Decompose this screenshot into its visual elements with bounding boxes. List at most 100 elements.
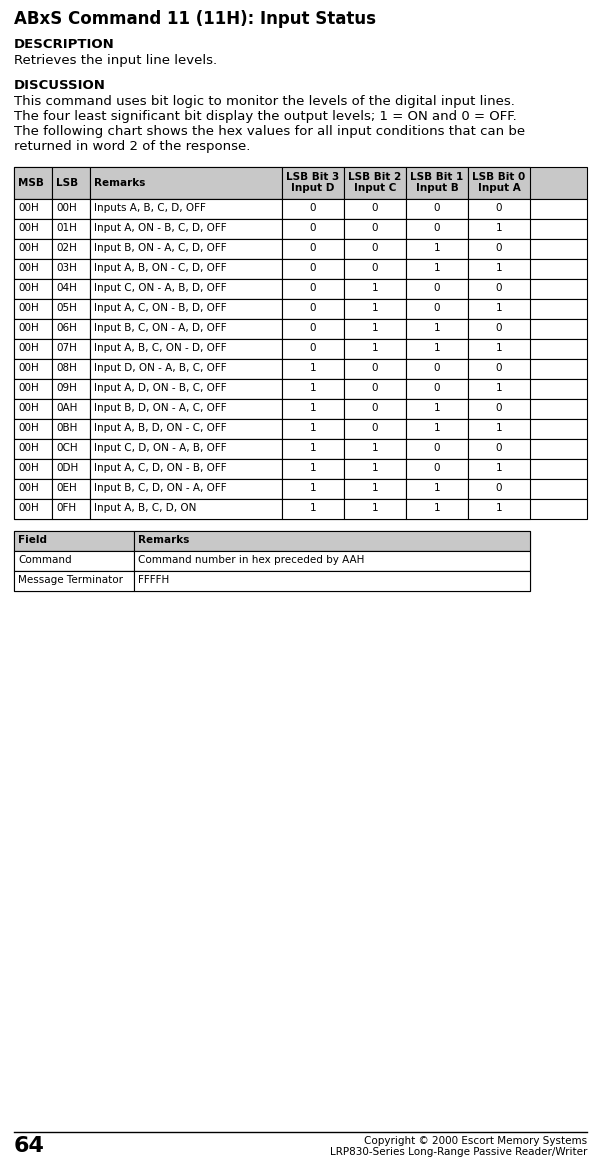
Bar <box>282 199 344 218</box>
Bar <box>468 498 530 519</box>
Bar <box>406 299 468 320</box>
Bar <box>14 419 587 439</box>
Text: 0: 0 <box>496 243 502 253</box>
Bar <box>282 379 344 399</box>
Bar <box>134 531 530 551</box>
Text: 1: 1 <box>496 343 502 353</box>
Bar <box>14 479 52 498</box>
Text: 1: 1 <box>496 423 502 433</box>
Bar <box>90 439 282 459</box>
Bar <box>134 571 530 591</box>
Text: Input A: Input A <box>478 182 520 193</box>
Bar <box>14 439 587 459</box>
Bar <box>52 459 90 479</box>
Bar <box>14 199 52 218</box>
Text: LSB Bit 1: LSB Bit 1 <box>410 172 463 182</box>
Bar <box>14 498 587 519</box>
Bar <box>52 259 90 279</box>
Text: LSB Bit 0: LSB Bit 0 <box>472 172 526 182</box>
Bar <box>468 379 530 399</box>
Bar <box>282 479 344 498</box>
Text: Input B, C, ON - A, D, OFF: Input B, C, ON - A, D, OFF <box>94 323 227 333</box>
Bar <box>344 299 406 320</box>
Text: Input C, D, ON - A, B, OFF: Input C, D, ON - A, B, OFF <box>94 443 227 453</box>
Bar <box>52 299 90 320</box>
Bar <box>406 419 468 439</box>
Bar <box>90 479 282 498</box>
Bar <box>468 479 530 498</box>
Text: 1: 1 <box>310 462 316 473</box>
Text: 0: 0 <box>310 223 316 234</box>
Text: 0: 0 <box>496 403 502 413</box>
Text: DESCRIPTION: DESCRIPTION <box>14 38 115 51</box>
Bar <box>14 299 52 320</box>
Bar <box>14 551 134 571</box>
Text: MSB: MSB <box>18 178 44 188</box>
Text: 00H: 00H <box>18 443 38 453</box>
Bar <box>344 479 406 498</box>
Bar <box>406 359 468 379</box>
Text: Input C: Input C <box>354 182 396 193</box>
Text: 0EH: 0EH <box>56 483 77 493</box>
Text: 1: 1 <box>310 383 316 393</box>
Text: 07H: 07H <box>56 343 77 353</box>
Bar <box>90 239 282 259</box>
Bar <box>14 320 52 339</box>
Bar <box>14 359 587 379</box>
Text: 1: 1 <box>434 243 441 253</box>
Text: Message Terminator: Message Terminator <box>18 575 123 584</box>
Text: 0DH: 0DH <box>56 462 78 473</box>
Text: 1: 1 <box>310 443 316 453</box>
Bar <box>344 399 406 419</box>
Bar <box>468 399 530 419</box>
Text: 00H: 00H <box>18 223 38 234</box>
Bar <box>52 320 90 339</box>
Text: 0: 0 <box>372 363 378 373</box>
Bar <box>90 419 282 439</box>
Text: 0BH: 0BH <box>56 423 78 433</box>
Text: 02H: 02H <box>56 243 77 253</box>
Text: 00H: 00H <box>18 243 38 253</box>
Bar <box>344 498 406 519</box>
Text: FFFFH: FFFFH <box>138 575 169 584</box>
Text: Copyright © 2000 Escort Memory Systems: Copyright © 2000 Escort Memory Systems <box>364 1136 587 1146</box>
Text: 1: 1 <box>434 503 441 512</box>
Bar <box>282 239 344 259</box>
Text: Input D, ON - A, B, C, OFF: Input D, ON - A, B, C, OFF <box>94 363 227 373</box>
Text: Input B, D, ON - A, C, OFF: Input B, D, ON - A, C, OFF <box>94 403 227 413</box>
Text: 0: 0 <box>310 243 316 253</box>
Bar <box>52 399 90 419</box>
Text: Input B: Input B <box>416 182 459 193</box>
Text: Input A, B, C, ON - D, OFF: Input A, B, C, ON - D, OFF <box>94 343 227 353</box>
Bar <box>344 199 406 218</box>
Text: 1: 1 <box>434 423 441 433</box>
Text: 1: 1 <box>310 403 316 413</box>
Text: 1: 1 <box>434 323 441 333</box>
Text: 1: 1 <box>496 263 502 273</box>
Text: 1: 1 <box>434 483 441 493</box>
Text: Input A, D, ON - B, C, OFF: Input A, D, ON - B, C, OFF <box>94 383 227 393</box>
Text: Input A, B, D, ON - C, OFF: Input A, B, D, ON - C, OFF <box>94 423 227 433</box>
Bar <box>14 439 52 459</box>
Text: 0: 0 <box>496 203 502 213</box>
Text: ABxS Command 11 (11H): Input Status: ABxS Command 11 (11H): Input Status <box>14 10 376 28</box>
Bar <box>282 459 344 479</box>
Bar <box>282 419 344 439</box>
Text: 06H: 06H <box>56 323 77 333</box>
Bar <box>14 167 587 199</box>
Text: Remarks: Remarks <box>138 535 189 545</box>
Text: 1: 1 <box>310 483 316 493</box>
Bar <box>52 359 90 379</box>
Bar <box>406 218 468 239</box>
Bar <box>282 359 344 379</box>
Text: The following chart shows the hex values for all input conditions that can be: The following chart shows the hex values… <box>14 125 525 138</box>
Text: 0: 0 <box>372 223 378 234</box>
Text: 1: 1 <box>371 483 378 493</box>
Bar <box>282 339 344 359</box>
Bar <box>282 320 344 339</box>
Bar <box>282 218 344 239</box>
Text: The four least significant bit display the output levels; 1 = ON and 0 = OFF.: The four least significant bit display t… <box>14 110 517 123</box>
Bar <box>406 167 468 199</box>
Text: 1: 1 <box>371 443 378 453</box>
Text: 64: 64 <box>14 1136 45 1156</box>
